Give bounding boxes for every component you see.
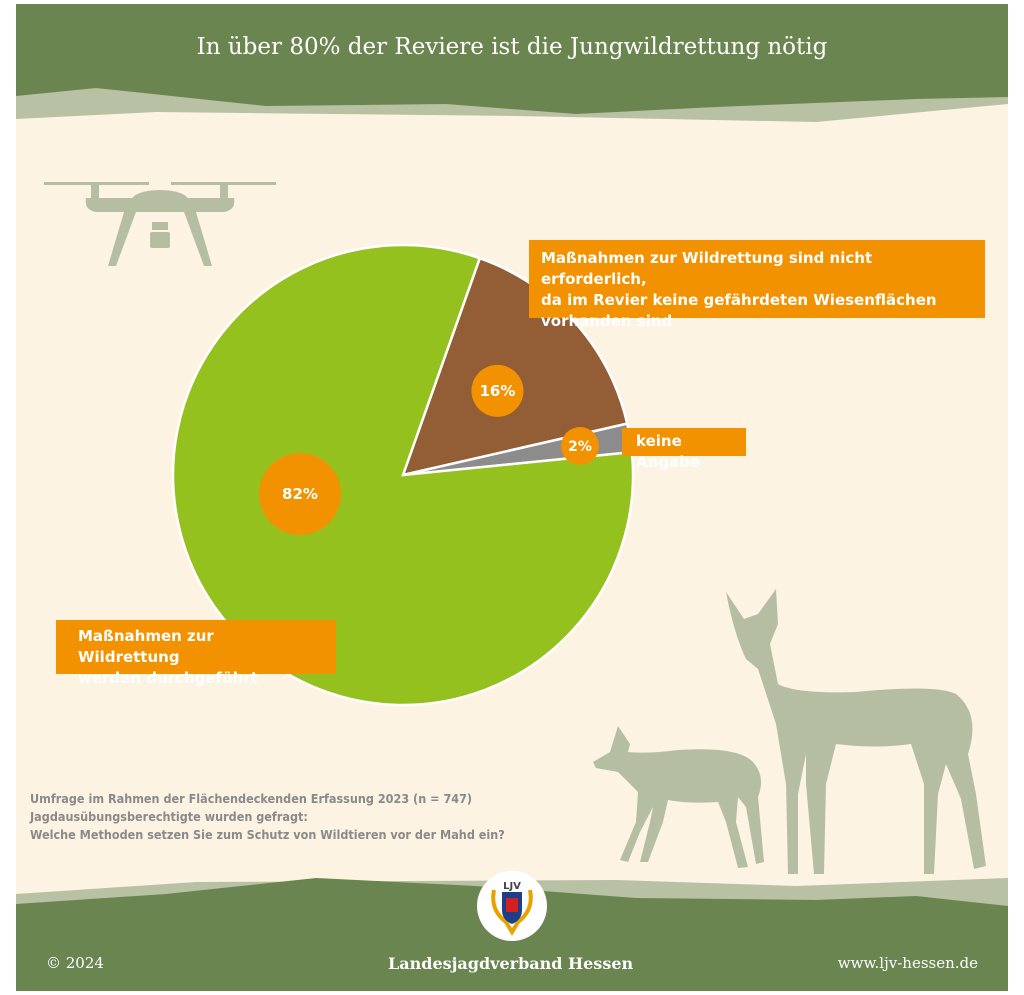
deer-silhouette xyxy=(726,589,986,874)
label-line: da im Revier keine gefährdeten Wiesenflä… xyxy=(541,291,937,309)
survey-line: Umfrage im Rahmen der Flächendeckenden E… xyxy=(30,791,473,806)
label-line: Maßnahmen zur Wildrettung xyxy=(78,627,214,666)
survey-line: Welche Methoden setzen Sie zum Schutz vo… xyxy=(30,827,505,842)
value-badge xyxy=(259,453,341,535)
drone-icon xyxy=(44,182,276,266)
label-line: werden durchgeführt xyxy=(78,669,258,687)
survey-note: Umfrage im Rahmen der Flächendeckenden E… xyxy=(30,790,505,844)
logo-text: LJV xyxy=(503,881,521,892)
label-line: vorhanden sind xyxy=(541,312,673,330)
pie-slice xyxy=(171,243,635,707)
label-not-required: Maßnahmen zur Wildrettung sind nicht erf… xyxy=(529,240,985,330)
organization-name: Landesjagdverband Hessen xyxy=(388,954,634,973)
infographic: In über 80% der Reviere ist die Jungwild… xyxy=(16,4,1008,991)
copyright: © 2024 xyxy=(46,954,104,972)
data-label: 2% xyxy=(568,439,592,455)
website-link[interactable]: www.ljv-hessen.de xyxy=(837,954,978,972)
survey-line: Jagdausübungsberechtigte wurden gefragt: xyxy=(30,809,308,824)
page-title: In über 80% der Reviere ist die Jungwild… xyxy=(196,34,828,60)
pie-chart: 16% 2% 82% xyxy=(171,243,635,707)
header-band xyxy=(16,4,1008,122)
value-badge xyxy=(561,427,600,466)
fawn-silhouette xyxy=(593,726,764,868)
value-badge xyxy=(471,364,524,417)
label-no-answer: keine Angabe xyxy=(622,428,746,471)
data-label: 82% xyxy=(282,485,318,503)
ljv-logo: LJV xyxy=(477,871,547,941)
label-performed: Maßnahmen zur Wildrettung werden durchge… xyxy=(56,620,336,687)
pie-slice xyxy=(401,256,629,477)
label-line: Maßnahmen zur Wildrettung sind nicht erf… xyxy=(541,249,873,288)
data-label: 16% xyxy=(479,382,515,400)
